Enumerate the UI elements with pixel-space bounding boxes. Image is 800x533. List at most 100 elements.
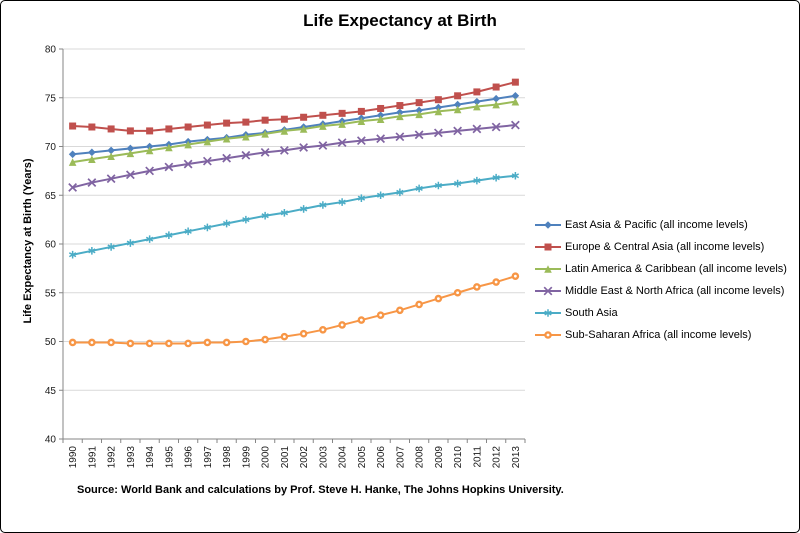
x-tick-label: 1993	[126, 446, 137, 469]
series-marker-square	[357, 107, 365, 115]
series-marker-square	[415, 99, 423, 107]
series-marker-triangle	[184, 140, 192, 149]
x-tick-label: 2008	[415, 446, 426, 469]
y-tick-label: 80	[45, 45, 57, 56]
series-line-latin-america-caribbean-all-income-levels	[72, 100, 516, 164]
x-tick-label: 1999	[241, 446, 252, 469]
series-marker-square	[434, 96, 442, 104]
legend-label: Latin America & Caribbean (all income le…	[565, 263, 787, 275]
legend-marker-icon	[535, 286, 561, 296]
series-marker-square	[184, 123, 192, 131]
series-marker-diamond	[126, 144, 135, 153]
series-marker-x	[337, 138, 347, 148]
series-marker-x	[164, 162, 174, 172]
series-marker-circle-hole	[167, 342, 171, 345]
series-marker-circle-hole	[417, 303, 421, 306]
series-marker-asterisk	[203, 223, 212, 232]
x-tick-label: 2007	[395, 446, 406, 469]
series-marker-square	[203, 121, 211, 129]
series-marker-diamond	[511, 92, 520, 100]
series-marker-circle-hole	[456, 291, 460, 295]
series-marker-circle-hole	[302, 332, 306, 336]
series-marker-asterisk	[376, 191, 385, 200]
series-marker-x	[183, 159, 193, 169]
series-marker-asterisk	[396, 188, 404, 197]
legend-marker-icon	[535, 243, 561, 251]
series-marker-square	[242, 118, 250, 126]
series-marker-square	[454, 92, 462, 100]
series-marker-circle-hole	[109, 341, 113, 344]
series-marker-asterisk	[261, 211, 269, 220]
legend-item-south-asia: South Asia	[535, 307, 787, 319]
series-marker-triangle	[415, 110, 423, 119]
x-tick-label: 1992	[107, 446, 118, 469]
legend-item-east-asia-pacific-all-income-levels: East Asia & Pacific (all income levels)	[535, 219, 787, 231]
series-marker-x	[376, 134, 386, 144]
series-marker-square	[544, 243, 552, 251]
series-marker-square	[396, 102, 404, 110]
series-marker-square	[146, 127, 154, 135]
series-marker-asterisk	[473, 176, 481, 185]
legend-marker-icon	[535, 221, 561, 229]
series-marker-x	[299, 143, 309, 152]
series-marker-circle-hole	[436, 297, 440, 300]
series-marker-asterisk	[165, 231, 173, 240]
series-marker-circle-hole	[90, 341, 94, 344]
series-marker-circle-hole	[546, 333, 550, 337]
series-marker-x	[453, 126, 463, 136]
series-marker-asterisk	[280, 209, 289, 217]
legend-marker-icon	[535, 265, 561, 273]
series-marker-circle-hole	[475, 285, 479, 289]
series-line-sub-saharan-africa-all-income-levels	[72, 275, 516, 345]
series-marker-x	[106, 174, 116, 184]
series-line-east-asia-pacific-all-income-levels	[72, 94, 516, 156]
x-tick-label: 1997	[203, 446, 214, 469]
series-marker-square	[492, 83, 500, 91]
series-marker-diamond	[434, 103, 443, 112]
series-marker-circle-hole	[263, 338, 267, 341]
y-tick-label: 75	[45, 93, 57, 104]
legend-item-latin-america-caribbean-all-income-levels: Latin America & Caribbean (all income le…	[535, 263, 787, 275]
series-marker-square	[300, 113, 308, 121]
series-marker-circle-hole	[398, 308, 402, 312]
series-marker-circle-hole	[186, 342, 190, 345]
series-marker-square	[261, 116, 269, 124]
legend-marker-icon	[535, 309, 561, 317]
series-marker-circle-hole	[148, 342, 152, 345]
series-marker-asterisk	[242, 215, 250, 224]
series-marker-x	[279, 145, 289, 155]
series-marker-x	[433, 128, 443, 138]
legend-label: Sub-Saharan Africa (all income levels)	[565, 329, 752, 341]
series-marker-diamond	[492, 94, 500, 103]
legend: East Asia & Pacific (all income levels) E…	[535, 219, 787, 351]
legend-label: South Asia	[565, 307, 618, 319]
series-marker-asterisk	[338, 198, 346, 206]
series-marker-asterisk	[319, 201, 327, 209]
series-marker-x	[510, 120, 520, 130]
series-marker-circle-hole	[205, 341, 209, 344]
series-marker-circle-hole	[513, 274, 517, 278]
y-tick-label: 55	[45, 288, 57, 299]
series-marker-asterisk	[299, 205, 308, 213]
series-marker-triangle	[338, 120, 346, 128]
x-tick-label: 2002	[299, 446, 310, 469]
x-tick-label: 1996	[184, 446, 195, 469]
x-tick-label: 2009	[434, 446, 445, 469]
chart-title: Life Expectancy at Birth	[303, 11, 497, 30]
series-marker-x	[414, 130, 424, 140]
series-marker-triangle	[126, 149, 135, 158]
series-marker-x	[125, 170, 135, 180]
legend-label: East Asia & Pacific (all income levels)	[565, 219, 748, 231]
series-marker-x	[318, 141, 328, 150]
x-tick-label: 2001	[280, 446, 291, 469]
series-marker-asterisk	[415, 184, 423, 193]
legend-item-sub-saharan-africa-all-income-levels: Sub-Saharan Africa (all income levels)	[535, 329, 787, 341]
x-tick-label: 1998	[222, 446, 233, 469]
series-marker-triangle	[222, 134, 231, 143]
series-marker-asterisk	[184, 227, 192, 236]
series-marker-asterisk	[453, 179, 462, 188]
x-tick-label: 1994	[145, 446, 156, 469]
series-marker-diamond	[107, 146, 115, 155]
